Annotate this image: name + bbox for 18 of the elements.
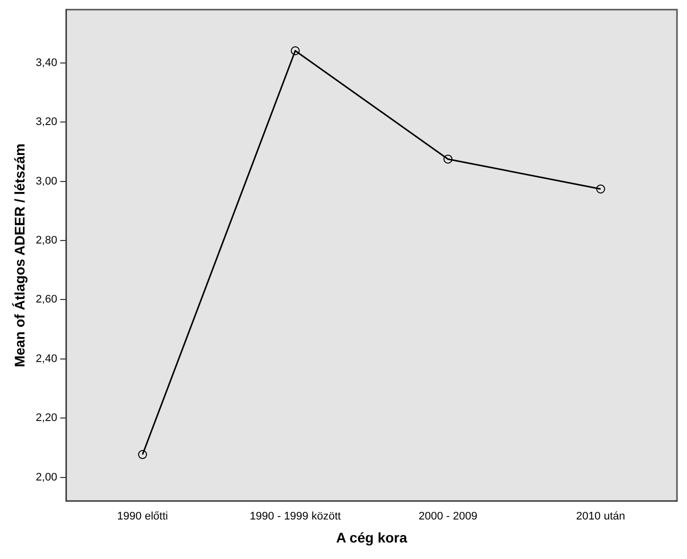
y-tick-label: 3,00	[36, 175, 58, 188]
y-tick-label: 2,40	[36, 352, 58, 365]
y-tick-label: 3,20	[36, 116, 58, 128]
y-tick-label: 2,60	[36, 294, 58, 306]
point	[138, 450, 148, 460]
x-tick-label: 2010 után	[576, 510, 626, 523]
y-tick-label: 2,80	[36, 234, 58, 247]
x-tick-label: 2000 - 2009	[418, 510, 478, 523]
x-axis-title: A cég kora	[336, 529, 408, 546]
point	[596, 184, 606, 194]
x-tick-label: 1990 előtti	[117, 510, 168, 523]
y-tick-label: 2,00	[36, 471, 58, 484]
x-tick-label: 1990 - 1999 között	[250, 510, 341, 523]
y-axis-title: Mean of Átlagos ADEER / létszám	[11, 144, 28, 368]
y-tick-label: 3,40	[36, 56, 58, 69]
point	[443, 154, 452, 164]
y-tick-label: 2,20	[36, 412, 58, 424]
point	[290, 46, 300, 56]
